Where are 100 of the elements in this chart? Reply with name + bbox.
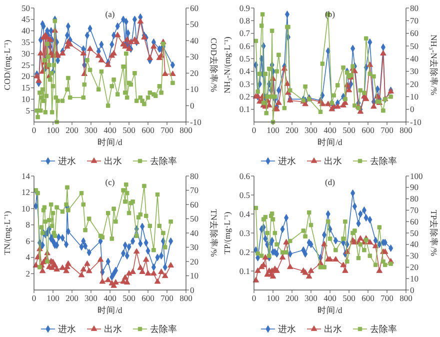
x-tick-label: 700 — [380, 293, 394, 303]
y-tick-label: 0.2 — [239, 91, 250, 102]
legend-label: 去除率 — [370, 324, 397, 334]
x-tick-label: 0 — [32, 293, 36, 303]
legend-label: 出水 — [104, 156, 122, 166]
x-tick-label: 600 — [362, 293, 374, 303]
y-axis-title: TP/(mg·L⁻¹) — [222, 212, 232, 254]
x-tick-label: 800 — [400, 293, 412, 303]
y2-tick-label: 50 — [410, 228, 418, 238]
y2-tick-label: 80 — [410, 2, 418, 13]
legend-label: 进水 — [58, 156, 76, 166]
x-tick-label: 800 — [180, 293, 192, 303]
x-tick-label: 100 — [266, 293, 280, 303]
y2-tick-label: 100 — [410, 170, 423, 181]
y-tick-label: 40 — [22, 26, 30, 36]
y2-tick-label: 90 — [410, 182, 418, 192]
x-tick-label: 500 — [342, 125, 356, 135]
y-tick-label: 30 — [22, 48, 30, 58]
y-tick-label: 6 — [26, 236, 30, 246]
x-tick-label: 100 — [46, 293, 60, 303]
legend-label: 进水 — [278, 324, 296, 334]
y-axis-title: TN/(mg·L⁻¹) — [2, 210, 12, 255]
y-tick-label: 2 — [26, 268, 30, 279]
x-tick-label: 400 — [104, 293, 116, 303]
y-tick-label: 0.4 — [239, 208, 251, 219]
x-tick-label: 500 — [342, 293, 356, 303]
y-tick-label: 0.2 — [239, 246, 250, 257]
y2-tick-label: 10 — [190, 84, 198, 94]
y2-tick-label: 0 — [410, 284, 414, 295]
y2-tick-label: 80 — [190, 170, 198, 181]
y2-tick-label: 40 — [410, 239, 418, 250]
y2-tick-label: 50 — [410, 40, 418, 51]
chart-title: (a) — [105, 9, 115, 19]
y-tick-label: 4 — [26, 252, 31, 262]
y2-tick-label: 40 — [190, 35, 198, 46]
x-tick-label: 0 — [252, 293, 256, 303]
x-tick-label: 100 — [266, 125, 280, 135]
y2-tick-label: 50 — [190, 214, 198, 224]
x-tick-label: 600 — [142, 293, 154, 303]
x-tick-label: 200 — [286, 125, 298, 135]
x-tick-label: 200 — [66, 293, 78, 303]
y2-tick-label: 20 — [190, 68, 198, 78]
y-tick-label: 0.9 — [239, 2, 250, 13]
x-tick-label: 700 — [160, 125, 174, 135]
chart-title: (d) — [325, 177, 336, 187]
y2-tick-label: 0 — [190, 100, 194, 111]
y-tick-label: 0.6 — [239, 40, 250, 51]
x-tick-label: 0 — [252, 125, 256, 135]
y-tick-label: 10 — [22, 203, 30, 214]
x-tick-label: 400 — [324, 293, 336, 303]
y-tick-label: 0.8 — [239, 15, 250, 26]
x-tick-label: 300 — [304, 125, 318, 135]
y2-tick-label: 30 — [190, 242, 198, 252]
y2-axis-title: TN去除率/% — [209, 209, 219, 257]
y-tick-label: 0.3 — [239, 78, 250, 89]
x-tick-label: 200 — [66, 125, 78, 135]
y-tick-label: 0.1 — [239, 104, 250, 114]
y2-tick-label: 0 — [190, 284, 194, 295]
y-tick-label: 10 — [22, 94, 30, 104]
y-axis-title: COD/(mg·L⁻¹) — [2, 40, 12, 90]
y2-axis-title: TP去除率/% — [429, 210, 439, 256]
y-tick-label: 25 — [22, 60, 30, 70]
legend-label: 出水 — [324, 156, 342, 166]
x-tick-label: 300 — [84, 293, 98, 303]
y2-axis-title: NH₃-N去除率/% — [429, 34, 439, 96]
y-tick-label: 8 — [26, 220, 30, 230]
y-axis-title: NH₃-N/(mg·L⁻¹) — [222, 36, 232, 94]
chart-title: (b) — [325, 9, 336, 19]
y2-tick-label: 0 — [410, 104, 414, 114]
y-tick-label: 0.6 — [239, 170, 250, 181]
x-tick-label: 800 — [180, 125, 192, 135]
y-tick-label: 20 — [22, 71, 30, 82]
x-tick-label: 600 — [142, 125, 154, 135]
y2-tick-label: 20 — [410, 262, 418, 272]
y2-tick-label: -10 — [410, 116, 422, 127]
y2-tick-label: 60 — [190, 199, 198, 210]
y2-tick-label: 50 — [190, 19, 198, 30]
y2-tick-label: 10 — [410, 273, 418, 284]
y-tick-label: 0.5 — [239, 190, 250, 200]
y-tick-label: 50 — [22, 2, 30, 13]
y2-tick-label: 40 — [410, 53, 418, 64]
legend-label: 出水 — [104, 324, 122, 334]
y-tick-label: 15 — [22, 82, 30, 93]
y-tick-label: 0.3 — [239, 228, 250, 238]
x-tick-label: 800 — [400, 125, 412, 135]
x-tick-label: 400 — [324, 125, 336, 135]
y-tick-label: 35 — [22, 37, 30, 48]
x-tick-label: 0 — [32, 125, 36, 135]
y2-tick-label: 10 — [190, 270, 198, 281]
x-axis-title: 时间/d — [318, 305, 344, 315]
y2-tick-label: 20 — [410, 78, 418, 89]
y2-tick-label: 60 — [190, 2, 198, 13]
y2-tick-label: 70 — [190, 185, 198, 196]
y-tick-label: 12 — [22, 187, 30, 198]
legend-label: 去除率 — [150, 324, 177, 334]
y2-tick-label: 30 — [410, 250, 418, 261]
y-tick-label: 14 — [22, 170, 31, 181]
x-tick-label: 100 — [46, 125, 60, 135]
x-tick-label: 700 — [160, 293, 174, 303]
y2-tick-label: -10 — [190, 116, 202, 127]
